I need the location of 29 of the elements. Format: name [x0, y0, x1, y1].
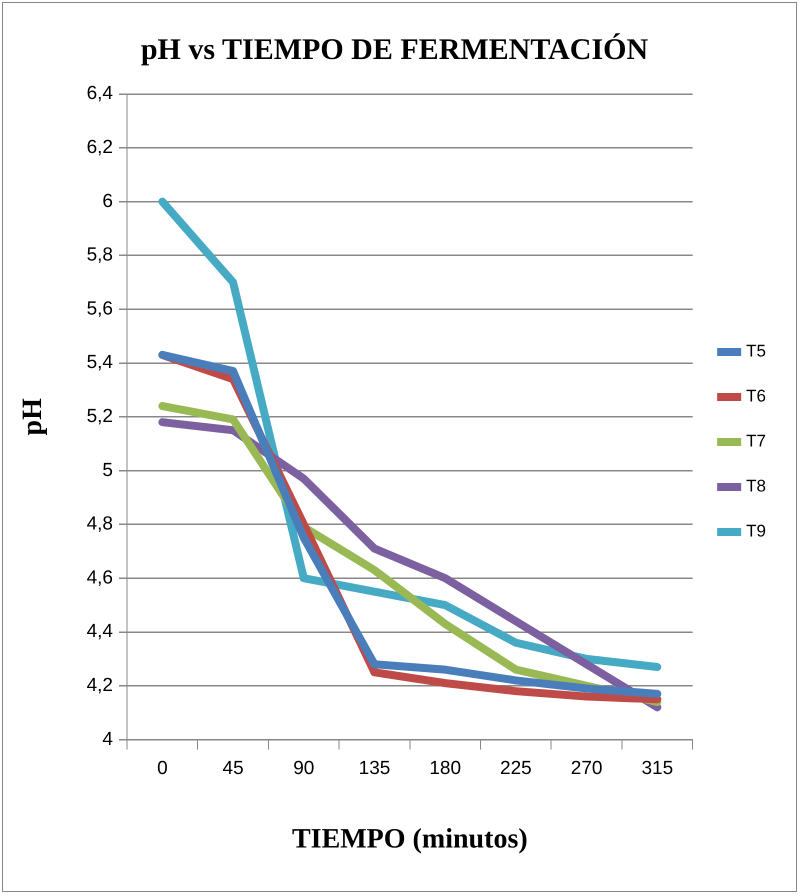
y-tick-label: 6,2	[86, 137, 114, 158]
x-tick-label: 135	[358, 758, 390, 780]
y-tick-label: 4,2	[86, 675, 114, 696]
x-axis-title: TIEMPO (minutos)	[292, 823, 528, 854]
x-tick-label: 225	[500, 758, 532, 780]
y-tick-label: 4,4	[86, 621, 114, 642]
y-tick-label: 4,6	[86, 567, 114, 588]
y-tick-label: 4	[102, 728, 114, 750]
legend-label: T9	[746, 522, 766, 541]
x-tick-label: 270	[570, 758, 602, 780]
y-tick-label: 6,4	[86, 83, 114, 104]
x-tick-label: 315	[641, 758, 674, 780]
legend-label: T6	[746, 386, 766, 406]
y-axis-title: pH	[17, 398, 48, 436]
legend-label: T5	[746, 342, 766, 361]
y-tick-label: 4,8	[86, 514, 114, 535]
legend-label: T8	[746, 476, 766, 496]
y-tick-label: 5,2	[86, 406, 114, 428]
x-tick-label: 90	[293, 758, 314, 780]
x-tick-label: 0	[157, 758, 168, 780]
y-tick-label: 5	[102, 460, 114, 481]
x-tick-label: 180	[429, 758, 462, 780]
chart-title: pH vs TIEMPO DE FERMENTACIÓN	[140, 32, 648, 66]
y-tick-label: 5,8	[86, 244, 114, 266]
x-tick-label: 45	[222, 758, 244, 780]
y-tick-label: 6	[102, 190, 114, 212]
legend-label: T7	[746, 432, 766, 451]
y-tick-label: 5,6	[86, 298, 114, 320]
y-tick-label: 5,4	[86, 352, 114, 374]
